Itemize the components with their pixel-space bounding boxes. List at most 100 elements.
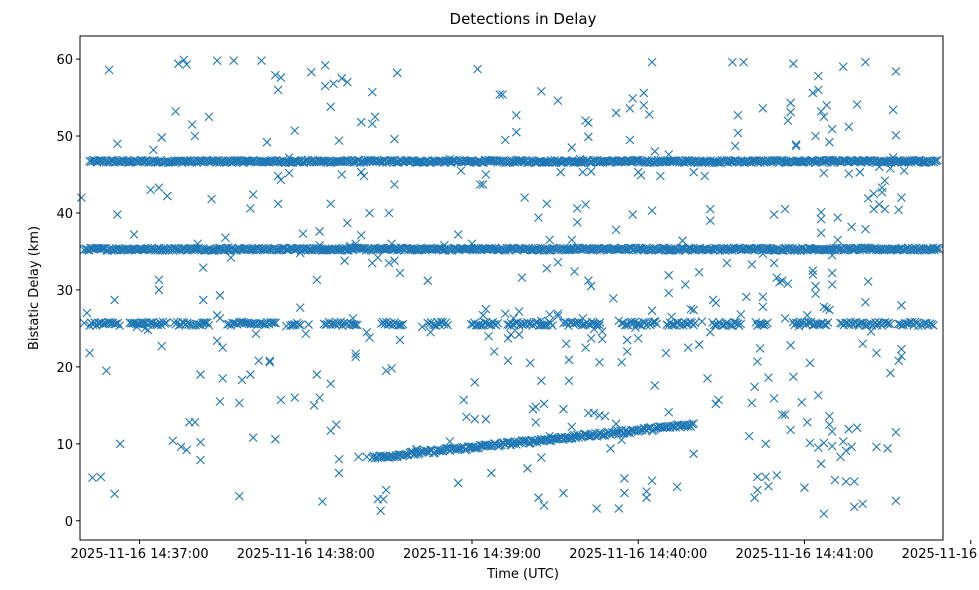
scatter-marker [728,57,737,67]
scatter-marker [536,453,546,463]
scatter-marker [622,347,632,356]
scatter-marker [531,402,541,412]
scatter-marker [129,230,139,239]
band-marker [158,245,168,255]
scatter-marker [248,190,258,199]
scatter-marker [351,239,361,249]
scatter-marker [273,199,283,209]
scatter-marker [193,239,203,249]
band-marker [754,319,764,329]
scatter-marker [334,454,344,464]
band-marker [443,320,453,330]
scatter-marker [833,235,843,245]
band-marker [932,244,942,254]
scatter-marker [337,73,347,83]
scatter-marker [583,132,593,142]
scatter-marker [700,171,710,181]
scatter-marker [617,435,627,445]
scatter-marker [290,126,300,136]
scatter-marker [157,341,167,351]
scatter-marker [356,230,366,240]
x-tick-label: 2025-11-16 14:39:00 [403,547,541,562]
scatter-marker [104,65,114,75]
scatter-marker [370,112,380,122]
data-markers [76,55,944,519]
scatter-marker [306,67,316,77]
y-axis-label: Bistatic Delay (km) [27,226,42,350]
scatter-marker [542,199,552,209]
scatter-marker [822,100,832,110]
x-tick-label: 2025-11-16 14:38:00 [237,547,375,562]
scatter-marker [312,275,322,285]
scatter-marker [664,407,674,417]
scatter-marker [215,290,225,300]
band-marker [724,245,734,255]
scatter-marker [769,394,779,403]
scatter-marker [705,327,715,337]
scatter-marker [583,276,593,286]
scatter-marker [711,399,721,409]
scatter-marker [883,444,892,453]
scatter-marker [162,191,172,201]
x-tick-label: 2025-11-16 14:42:00 [902,547,979,562]
band-marker [929,321,938,330]
scatter-marker [511,127,521,137]
scatter-marker [478,310,488,320]
scatter-marker [730,141,740,151]
scatter-marker [539,500,549,510]
scatter-marker [520,193,530,202]
scatter-marker [844,122,854,132]
scatter-marker [800,483,809,493]
scatter-marker [608,293,618,303]
track-marker [550,434,560,444]
scatter-marker [149,145,158,155]
scatter-marker [304,320,313,329]
scatter-marker [747,260,757,269]
scatter-marker [689,449,699,459]
y-tick-label: 0 [65,515,73,530]
scatter-marker [744,431,754,441]
band-marker [713,158,723,167]
scatter-marker [872,348,881,358]
scatter-marker [351,352,361,362]
scatter-marker [647,57,657,67]
scatter-marker [874,162,884,172]
scatter-marker [536,434,546,444]
band-marker [588,155,598,165]
scatter-marker [805,358,815,368]
scatter-marker [270,70,280,80]
scatter-marker [467,239,477,249]
scatter-marker [789,372,798,382]
scatter-marker [844,424,854,434]
scatter-marker [680,280,690,289]
scatter-marker [780,204,790,214]
scatter-marker [611,108,621,118]
scatter-marker [733,128,743,138]
scatter-marker [423,318,433,328]
scatter-marker [863,193,873,203]
scatter-marker [234,491,244,501]
x-axis: 2025-11-16 14:37:00 2025-11-16 14:38:00 20… [71,540,979,562]
scatter-marker [825,411,834,421]
scatter-marker [384,208,394,218]
band-marker [267,318,277,328]
scatter-marker [481,304,491,314]
scatter-marker [176,442,186,452]
scatter-marker [741,292,751,302]
scatter-marker [661,348,671,358]
scatter-marker [326,379,336,389]
scatter-marker [132,322,142,332]
scatter-marker [196,437,205,447]
scatter-marker [536,316,546,326]
scatter-marker [572,217,582,227]
band-marker [105,317,115,327]
scatter-marker [597,327,607,336]
band-marker [933,155,942,165]
band-marker [917,245,927,255]
scatter-marker [811,281,820,291]
scatter-marker [182,60,192,69]
scatter-marker [722,258,732,268]
scatter-marker [320,81,330,91]
scatter-marker [318,497,327,506]
scatter-marker [752,485,762,495]
